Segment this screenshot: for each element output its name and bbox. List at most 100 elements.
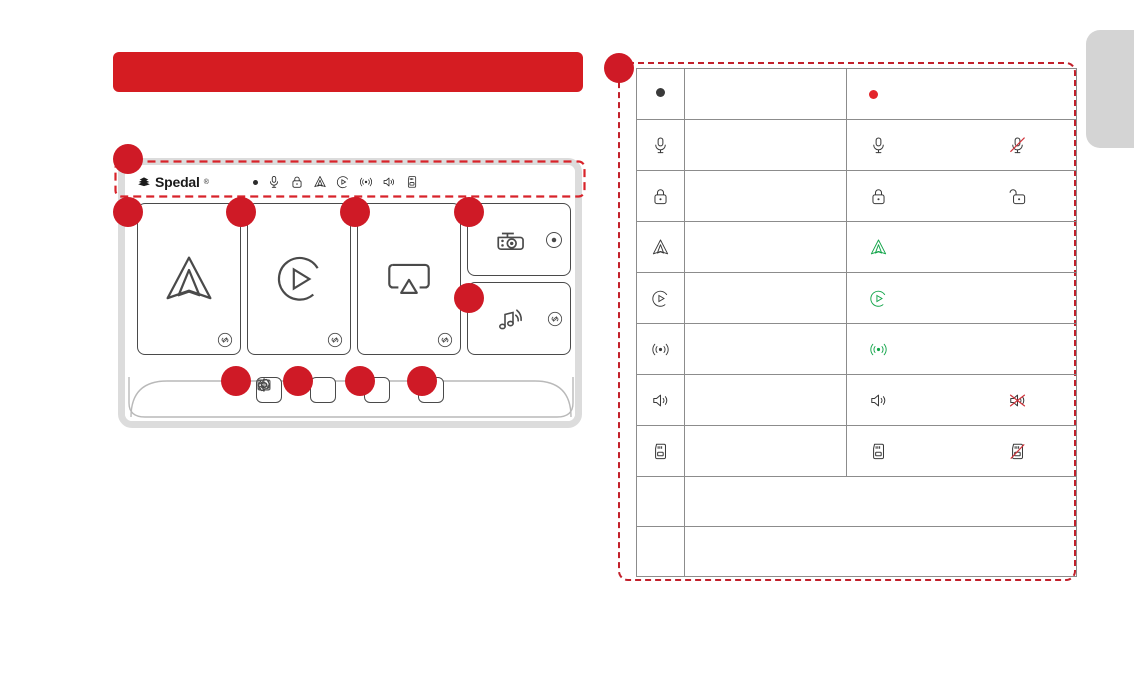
wifi-signal-icon[interactable] [359, 175, 373, 189]
state-item [869, 238, 981, 257]
legend-state-cell [846, 374, 1077, 426]
legend-desc-cell [684, 221, 847, 273]
brand-logo: Spedal ® [137, 174, 209, 190]
record-dot-icon [656, 88, 665, 97]
table-row [636, 526, 1077, 577]
microphone-icon[interactable] [267, 175, 281, 189]
speaker-icon [653, 394, 668, 406]
table-row [636, 272, 1077, 324]
footer-right-cell [684, 526, 1077, 577]
legend-state-cell [846, 68, 1077, 120]
footer-left-cell [636, 526, 685, 577]
legend-desc-cell [684, 374, 847, 426]
legend-desc-cell [684, 119, 847, 171]
dashcam-icon [497, 232, 524, 250]
marker-10[interactable] [407, 366, 437, 396]
speaker-icon [871, 394, 886, 406]
navigation-arrow-icon[interactable] [313, 175, 327, 189]
card-dashcam[interactable] [467, 203, 571, 276]
table-row [636, 119, 1077, 171]
brand-trademark: ® [203, 178, 209, 186]
legend-icon-cell [636, 119, 685, 171]
table-row [636, 221, 1077, 273]
screen-mirror-icon [388, 263, 430, 294]
bottom-button-row [256, 377, 444, 403]
page-edge-tab [1086, 30, 1134, 148]
volume-button[interactable] [257, 377, 336, 403]
state-item [869, 442, 938, 461]
card-android-auto[interactable] [137, 203, 241, 355]
legend-table-grid [636, 68, 1077, 577]
microphone-muted-icon [1009, 136, 1025, 153]
legend-desc-cell [684, 170, 847, 222]
legend-state-cell [846, 272, 1077, 324]
title-banner [113, 52, 583, 92]
sd-card-icon [655, 443, 667, 459]
state-item [1008, 187, 1077, 206]
record-dot-icon [252, 179, 258, 185]
marker-5[interactable] [454, 197, 484, 227]
marker-4[interactable] [340, 197, 370, 227]
table-row [636, 374, 1077, 426]
card-music[interactable] [467, 282, 571, 355]
state-item [869, 391, 938, 410]
sd-card-icon[interactable] [405, 175, 419, 189]
legend-state-cell [846, 425, 1077, 477]
statusbar-icon-group [252, 175, 419, 189]
state-item [869, 136, 938, 155]
gear-icon [258, 378, 270, 392]
legend-table [618, 62, 1077, 581]
table-row [636, 323, 1077, 375]
brand-name: Spedal [155, 174, 200, 190]
card-carplay[interactable] [247, 203, 351, 355]
link-icon [217, 332, 233, 348]
marker-1[interactable] [113, 144, 143, 174]
wifi-signal-active-icon [870, 343, 887, 355]
link-icon [547, 311, 563, 326]
record-dot-active-icon [869, 89, 878, 99]
lock-icon[interactable] [290, 175, 304, 189]
legend-icon-cell [636, 221, 685, 273]
legend-state-cell [846, 170, 1077, 222]
table-row [636, 425, 1077, 477]
statusbar-highlight [114, 160, 586, 198]
navigation-arrow-icon [652, 239, 669, 254]
lock-icon [654, 188, 667, 204]
legend-icon-cell [636, 272, 685, 324]
legend-icon-cell [636, 425, 685, 477]
play-circle-icon[interactable] [336, 175, 350, 189]
marker-3[interactable] [226, 197, 256, 227]
unlock-icon [1009, 188, 1025, 204]
side-card-column [467, 203, 571, 355]
legend-state-cell [846, 221, 1077, 273]
marker-2[interactable] [113, 197, 143, 227]
device-statusbar: Spedal ® [125, 165, 575, 199]
lock-icon [872, 188, 885, 204]
speaker-muted-icon [1009, 394, 1025, 406]
legend-icon-cell [636, 170, 685, 222]
legend-desc-cell [684, 425, 847, 477]
legend-desc-cell [684, 323, 847, 375]
marker-11[interactable] [604, 53, 634, 83]
legend-icon-cell [636, 323, 685, 375]
marker-9[interactable] [345, 366, 375, 396]
marker-8[interactable] [283, 366, 313, 396]
play-circle-icon [277, 256, 319, 301]
marker-7[interactable] [221, 366, 251, 396]
state-item [869, 340, 981, 359]
state-item [1008, 136, 1077, 155]
navigation-arrow-icon [166, 256, 212, 300]
legend-desc-cell [684, 68, 847, 120]
card-screen-mirror[interactable] [357, 203, 461, 355]
marker-6[interactable] [454, 283, 484, 313]
wifi-signal-icon [652, 343, 669, 355]
play-circle-active-icon [870, 290, 886, 307]
speaker-icon[interactable] [382, 175, 396, 189]
state-item [869, 289, 981, 308]
legend-icon-cell [636, 374, 685, 426]
table-row [636, 68, 1077, 120]
navigation-arrow-active-icon [870, 239, 887, 254]
microphone-icon [655, 136, 666, 153]
link-icon [437, 332, 453, 348]
table-row [636, 476, 1077, 527]
